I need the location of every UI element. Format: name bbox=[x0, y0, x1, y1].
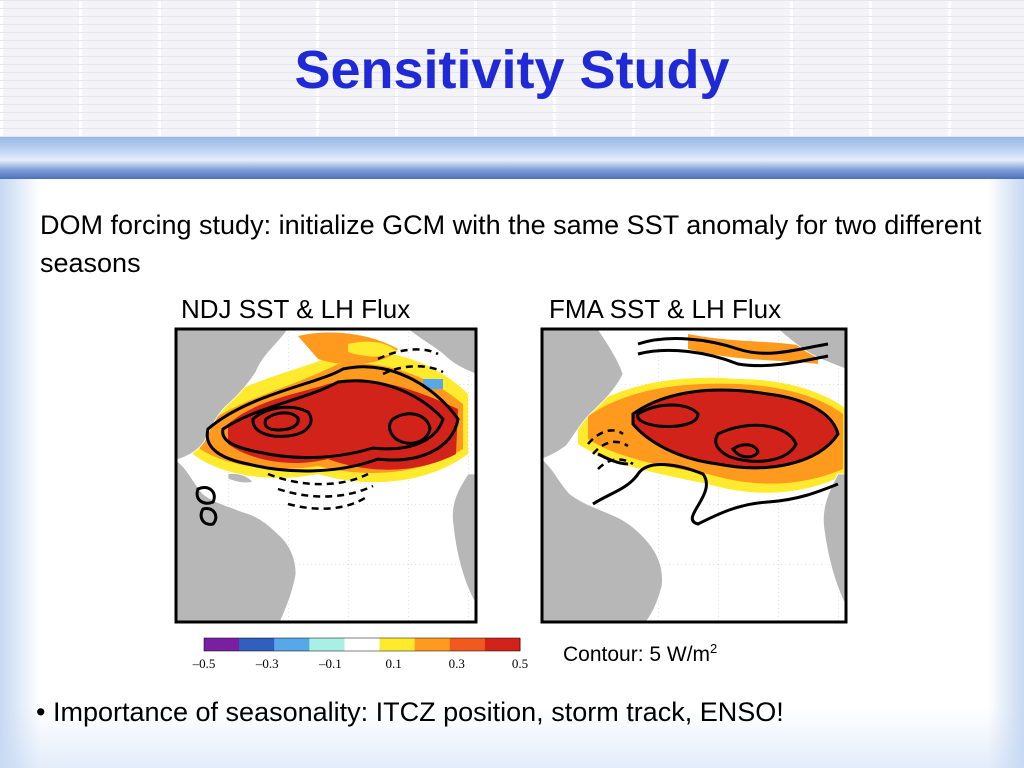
lh-flux-negative-contours bbox=[267, 348, 444, 510]
header-grid-background bbox=[0, 0, 1024, 137]
colorbar-segment bbox=[484, 638, 521, 651]
lh-flux-contours bbox=[195, 365, 460, 526]
fma-sst-lh-flux-map bbox=[538, 324, 854, 630]
colorbar-svg: –0.5 –0.3 –0.1 0.1 0.3 0.5 bbox=[192, 637, 528, 671]
fma-panel-title: FMA SST & LH Flux bbox=[549, 294, 782, 324]
colorbar-segment bbox=[379, 638, 416, 651]
colorbar-segment bbox=[414, 638, 451, 651]
colorbar-tick-label: 0.5 bbox=[512, 656, 528, 671]
colorbar-segment bbox=[239, 638, 275, 651]
header-stripe bbox=[0, 137, 1024, 179]
left-edge-gradient bbox=[0, 179, 40, 768]
colorbar-segment bbox=[274, 638, 310, 651]
intro-paragraph: DOM forcing study: initialize GCM with t… bbox=[40, 210, 982, 278]
bullet-marker: • bbox=[36, 697, 46, 727]
colorbar-segment bbox=[309, 638, 345, 651]
land-masses bbox=[176, 329, 476, 622]
color-scale-legend: –0.5 –0.3 –0.1 0.1 0.3 0.5 bbox=[178, 635, 528, 675]
colorbar-segment bbox=[449, 638, 486, 651]
right-edge-gradient bbox=[988, 179, 1024, 768]
colorbar-tick-label: 0.1 bbox=[385, 656, 401, 671]
colorbar-segment bbox=[204, 638, 240, 651]
land-masses bbox=[542, 329, 846, 622]
ndj-panel-title: NDJ SST & LH Flux bbox=[181, 294, 411, 324]
bottom-edge-gradient bbox=[0, 708, 1024, 768]
colorbar-tick-label: –0.5 bbox=[192, 656, 216, 671]
ndj-sst-lh-flux-map bbox=[168, 324, 484, 630]
colorbar-tick-label: –0.1 bbox=[318, 656, 342, 671]
lh-flux-negative-contours bbox=[587, 429, 634, 470]
colorbar-frame bbox=[203, 637, 521, 652]
bullet-point: • Importance of seasonality: ITCZ positi… bbox=[36, 694, 1016, 730]
contour-note-superscript: 2 bbox=[710, 641, 718, 656]
lh-flux-contours bbox=[592, 337, 840, 526]
bullet-text: Importance of seasonality: ITCZ position… bbox=[52, 697, 784, 727]
contour-note-text: Contour: 5 W/m bbox=[563, 643, 711, 666]
slide-title: Sensitivity Study bbox=[294, 40, 730, 100]
contour-interval-note: Contour: 5 W/m2 bbox=[563, 636, 717, 668]
colorbar-tick-label: 0.3 bbox=[449, 656, 465, 671]
colorbar-tick-label: –0.3 bbox=[255, 656, 279, 671]
colorbar-segment bbox=[344, 638, 381, 651]
